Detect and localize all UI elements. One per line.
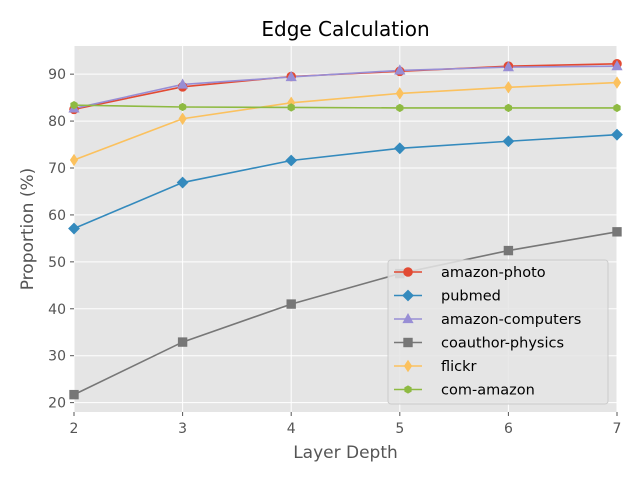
legend: amazon-photo pubmed amazon-computers coauth… bbox=[387, 259, 609, 405]
series-line-com-amazon bbox=[73, 104, 617, 109]
legend-marker-amazon-photo bbox=[403, 267, 413, 277]
legend-label: coauthor-physics bbox=[441, 336, 564, 352]
x-tick-label: 3 bbox=[178, 421, 187, 437]
y-tick-label: 70 bbox=[48, 161, 66, 177]
data-point-pubmed bbox=[285, 154, 298, 167]
x-tick-label: 4 bbox=[287, 421, 296, 437]
data-point-com-amazon bbox=[504, 103, 513, 113]
data-point-pubmed bbox=[611, 128, 623, 141]
series-markers bbox=[68, 59, 623, 400]
legend-marker-flickr bbox=[403, 359, 413, 373]
y-tick-label: 20 bbox=[48, 396, 66, 412]
legend-label: com-amazon bbox=[441, 383, 535, 399]
y-tick-label: 50 bbox=[48, 255, 66, 271]
legend-marker-amazon-computers bbox=[402, 312, 414, 324]
legend-label: pubmed bbox=[441, 289, 501, 305]
data-point-amazon-computers bbox=[502, 61, 514, 72]
data-point-flickr bbox=[395, 87, 404, 100]
series-line-amazon-computers bbox=[73, 65, 618, 110]
data-point-pubmed bbox=[393, 142, 406, 155]
data-point-flickr bbox=[612, 76, 622, 89]
series-line-pubmed bbox=[73, 133, 618, 230]
data-point-coauthor-physics bbox=[503, 245, 514, 256]
data-point-coauthor-physics bbox=[177, 337, 188, 347]
data-point-com-amazon bbox=[287, 103, 295, 112]
data-point-flickr bbox=[178, 112, 187, 125]
y-tick-labels: 20 30 40 50 60 70 80 90 bbox=[48, 67, 74, 412]
data-point-amazon-computers bbox=[394, 64, 406, 75]
data-point-flickr bbox=[504, 81, 513, 94]
data-point-coauthor-physics bbox=[612, 227, 622, 237]
legend-label: flickr bbox=[441, 359, 477, 375]
data-point-coauthor-physics bbox=[69, 389, 79, 400]
data-point-amazon-computers bbox=[285, 70, 297, 82]
legend-label: amazon-computers bbox=[441, 312, 581, 328]
legend-marker-coauthor-physics bbox=[403, 337, 413, 348]
data-point-com-amazon bbox=[396, 103, 404, 113]
data-point-amazon-computers bbox=[177, 78, 189, 89]
data-point-com-amazon bbox=[613, 103, 621, 113]
legend-frame bbox=[387, 259, 609, 405]
data-point-com-amazon bbox=[70, 100, 78, 110]
data-point-pubmed bbox=[502, 135, 515, 148]
chart-title: Edge Calculation bbox=[261, 17, 429, 41]
x-axis-label: Layer Depth bbox=[293, 443, 398, 463]
x-tick-label: 7 bbox=[613, 421, 622, 437]
legend-label: amazon-photo bbox=[441, 265, 546, 281]
y-tick-label: 80 bbox=[48, 114, 66, 130]
data-point-amazon-computers bbox=[611, 60, 623, 71]
y-tick-label: 60 bbox=[48, 208, 66, 224]
y-tick-label: 90 bbox=[48, 67, 66, 83]
series-line-flickr bbox=[73, 81, 618, 161]
x-tick-label: 5 bbox=[395, 421, 404, 437]
y-tick-label: 30 bbox=[48, 349, 66, 365]
series-line-coauthor-physics bbox=[73, 231, 618, 396]
legend-marker-com-amazon bbox=[404, 385, 412, 394]
data-point-pubmed bbox=[68, 222, 80, 235]
x-tick-labels: 2 3 4 5 6 7 bbox=[70, 412, 622, 437]
y-tick-label: 40 bbox=[48, 302, 66, 318]
x-tick-label: 6 bbox=[504, 421, 513, 437]
x-tick-label: 2 bbox=[70, 421, 79, 437]
legend-marker-pubmed bbox=[402, 289, 414, 302]
data-point-coauthor-physics bbox=[286, 299, 296, 309]
series-lines bbox=[73, 63, 618, 396]
y-axis-label: Proportion (%) bbox=[18, 168, 38, 291]
data-point-com-amazon bbox=[178, 102, 187, 112]
data-point-flickr bbox=[69, 153, 79, 167]
data-point-pubmed bbox=[176, 176, 189, 189]
